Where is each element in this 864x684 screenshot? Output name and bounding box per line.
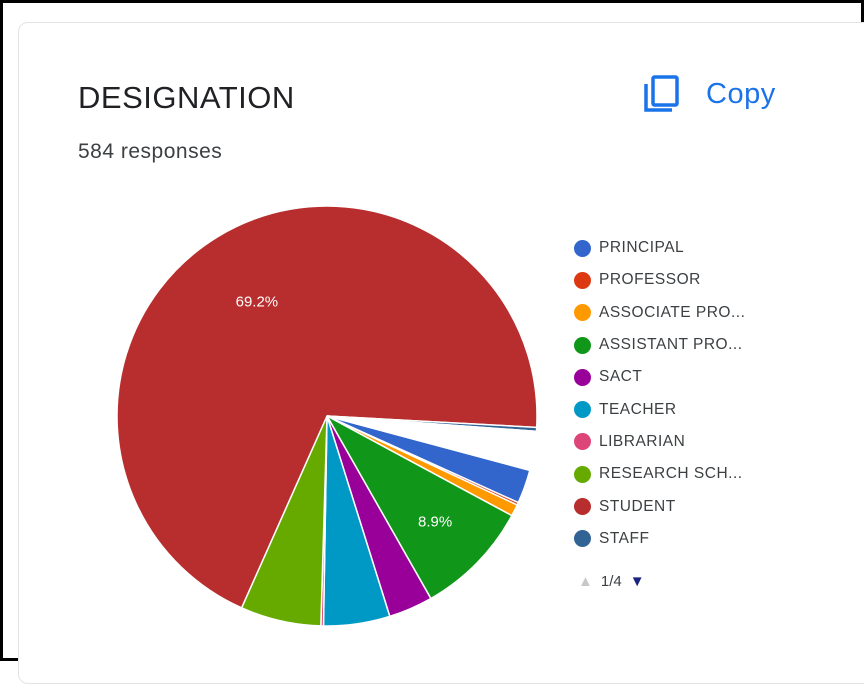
pie-slice-student[interactable] <box>116 205 538 609</box>
legend-label: STAFF <box>599 529 650 547</box>
pie-slice-remaining[interactable] <box>326 415 538 472</box>
legend-label: SACT <box>599 368 643 386</box>
legend-swatch <box>574 271 591 289</box>
legend-item: LIBRARIAN <box>574 426 745 458</box>
slice-data-label: 8.9% <box>418 514 452 531</box>
legend-swatch <box>574 465 591 483</box>
legend-item: STUDENT <box>574 490 745 522</box>
legend-item: TEACHER <box>574 393 745 425</box>
legend-label: ASSISTANT PRO... <box>599 336 743 354</box>
legend-swatch <box>574 368 591 386</box>
legend-swatch <box>574 530 591 548</box>
legend-label: STUDENT <box>599 497 676 515</box>
legend-item: ASSOCIATE PRO... <box>574 297 745 329</box>
legend-page-indicator: 1/4 <box>600 573 622 590</box>
legend-item: STAFF <box>574 523 745 555</box>
legend-item: PRINCIPAL <box>574 232 745 264</box>
legend-swatch <box>574 433 591 451</box>
legend-swatch <box>574 336 591 354</box>
legend-pager: ▲ 1/4 ▼ <box>578 573 645 590</box>
legend-label: PRINCIPAL <box>599 239 685 257</box>
legend-prev-page-icon[interactable]: ▲ <box>578 573 593 590</box>
slice-data-label: 69.2% <box>236 293 279 310</box>
response-count: 584 responses <box>78 140 223 163</box>
copy-icon <box>644 75 679 112</box>
legend-label: RESEARCH SCH... <box>599 465 743 483</box>
legend-swatch <box>574 498 591 516</box>
legend-label: TEACHER <box>599 400 677 418</box>
legend-swatch <box>574 401 591 419</box>
legend-label: ASSOCIATE PRO... <box>599 303 746 321</box>
copy-label: Copy <box>706 77 776 110</box>
legend-item: SACT <box>574 361 745 393</box>
legend-label: PROFESSOR <box>599 271 701 289</box>
chart-legend: PRINCIPAL PROFESSOR ASSOCIATE PRO... ASSIST… <box>574 232 745 555</box>
legend-item: PROFESSOR <box>574 264 745 296</box>
legend-next-page-icon[interactable]: ▼ <box>629 573 645 590</box>
pie-chart: 69.2% 8.9% <box>116 205 538 627</box>
legend-item: RESEARCH SCH... <box>574 458 745 490</box>
copy-chart-button[interactable]: Copy <box>640 70 776 118</box>
legend-item: ASSISTANT PRO... <box>574 329 745 361</box>
question-title: DESIGNATION <box>78 80 295 115</box>
pie-slice-assistant-pro[interactable] <box>325 414 513 600</box>
legend-swatch <box>574 304 591 322</box>
legend-swatch <box>574 239 591 257</box>
legend-label: LIBRARIAN <box>599 432 686 450</box>
